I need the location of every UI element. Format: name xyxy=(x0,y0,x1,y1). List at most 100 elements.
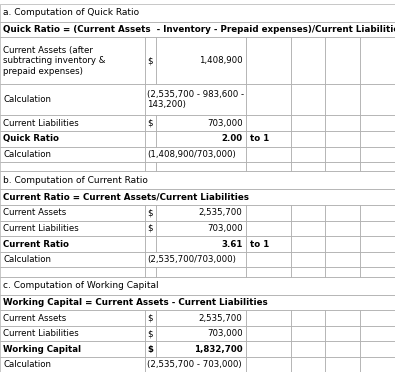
Bar xyxy=(0,341,145,357)
Bar xyxy=(0,162,145,171)
Bar xyxy=(246,115,291,131)
Text: 1,832,700: 1,832,700 xyxy=(194,345,243,354)
Bar xyxy=(291,131,325,147)
Bar xyxy=(291,326,325,341)
Text: (1,408,900/703,000): (1,408,900/703,000) xyxy=(147,150,236,159)
Bar xyxy=(145,221,156,236)
Text: Working Capital = Current Assets - Current Liabilities: Working Capital = Current Assets - Curre… xyxy=(3,298,268,307)
Text: (2,535,700 - 983,600 -
143,200): (2,535,700 - 983,600 - 143,200) xyxy=(147,90,245,109)
Text: $: $ xyxy=(147,314,153,323)
Bar xyxy=(291,37,325,84)
Bar xyxy=(0,310,145,326)
Bar xyxy=(325,267,360,277)
Bar xyxy=(145,205,156,221)
Text: Current Liabilities: Current Liabilities xyxy=(3,119,79,128)
Text: Calculation: Calculation xyxy=(3,360,51,369)
Bar xyxy=(145,131,156,147)
Text: 2,535,700: 2,535,700 xyxy=(199,208,243,217)
Text: Current Ratio: Current Ratio xyxy=(3,240,69,248)
Bar xyxy=(0,22,395,37)
Text: Quick Ratio = (Current Assets  - Inventory - Prepaid expenses)/Current Liabiliti: Quick Ratio = (Current Assets - Inventor… xyxy=(3,25,395,34)
Bar xyxy=(0,221,145,236)
Bar xyxy=(0,4,395,22)
Bar xyxy=(0,171,395,189)
Text: Current Assets: Current Assets xyxy=(3,314,66,323)
Bar xyxy=(145,84,246,115)
Text: Current Liabilities: Current Liabilities xyxy=(3,329,79,338)
Bar xyxy=(291,221,325,236)
Bar xyxy=(325,131,360,147)
Bar xyxy=(360,131,395,147)
Bar xyxy=(291,357,325,372)
Bar xyxy=(325,221,360,236)
Text: b. Computation of Current Ratio: b. Computation of Current Ratio xyxy=(3,176,148,185)
Bar xyxy=(360,221,395,236)
Bar xyxy=(325,357,360,372)
Text: Working Capital: Working Capital xyxy=(3,345,81,354)
Bar xyxy=(145,341,156,357)
Bar xyxy=(246,205,291,221)
Bar xyxy=(246,37,291,84)
Bar xyxy=(360,310,395,326)
Bar xyxy=(325,326,360,341)
Text: Calculation: Calculation xyxy=(3,255,51,264)
Bar xyxy=(145,267,156,277)
Bar xyxy=(145,252,246,267)
Text: a. Computation of Quick Ratio: a. Computation of Quick Ratio xyxy=(3,8,139,17)
Bar xyxy=(0,295,395,310)
Bar xyxy=(291,84,325,115)
Bar xyxy=(0,277,395,295)
Bar xyxy=(325,37,360,84)
Bar xyxy=(291,310,325,326)
Text: $: $ xyxy=(147,208,153,217)
Bar xyxy=(246,326,291,341)
Bar xyxy=(325,147,360,162)
Text: c. Computation of Working Capital: c. Computation of Working Capital xyxy=(3,281,159,290)
Bar xyxy=(325,205,360,221)
Bar xyxy=(156,205,246,221)
Text: $: $ xyxy=(147,329,153,338)
Bar xyxy=(0,326,145,341)
Bar xyxy=(291,205,325,221)
Bar xyxy=(360,357,395,372)
Text: Calculation: Calculation xyxy=(3,95,51,104)
Bar xyxy=(246,147,291,162)
Bar xyxy=(156,236,246,252)
Bar xyxy=(0,37,145,84)
Bar xyxy=(156,131,246,147)
Bar xyxy=(325,84,360,115)
Text: $: $ xyxy=(147,224,153,233)
Bar xyxy=(291,115,325,131)
Bar xyxy=(0,84,145,115)
Text: to 1: to 1 xyxy=(250,240,269,248)
Text: $: $ xyxy=(147,119,153,128)
Bar xyxy=(325,115,360,131)
Bar xyxy=(156,326,246,341)
Text: Quick Ratio: Quick Ratio xyxy=(3,134,59,143)
Bar xyxy=(145,162,156,171)
Bar xyxy=(325,310,360,326)
Bar xyxy=(0,131,145,147)
Bar xyxy=(0,115,145,131)
Text: $: $ xyxy=(147,345,153,354)
Bar xyxy=(246,267,291,277)
Bar xyxy=(156,37,246,84)
Bar xyxy=(246,236,291,252)
Bar xyxy=(246,252,291,267)
Bar xyxy=(360,267,395,277)
Bar xyxy=(246,84,291,115)
Bar xyxy=(360,115,395,131)
Bar xyxy=(156,310,246,326)
Bar xyxy=(360,205,395,221)
Bar xyxy=(145,357,246,372)
Bar xyxy=(145,147,246,162)
Text: 703,000: 703,000 xyxy=(207,329,243,338)
Bar xyxy=(0,236,145,252)
Bar xyxy=(291,341,325,357)
Bar xyxy=(156,267,246,277)
Bar xyxy=(360,236,395,252)
Bar xyxy=(291,236,325,252)
Bar xyxy=(0,252,145,267)
Bar xyxy=(0,357,145,372)
Bar xyxy=(145,37,156,84)
